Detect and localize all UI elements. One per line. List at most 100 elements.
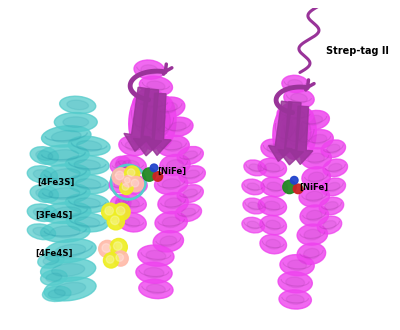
Ellipse shape (291, 93, 307, 103)
Ellipse shape (266, 239, 280, 249)
Ellipse shape (153, 231, 184, 252)
Circle shape (120, 181, 133, 195)
Ellipse shape (146, 105, 162, 135)
Ellipse shape (30, 185, 58, 202)
Circle shape (122, 183, 129, 190)
Text: [NiFe]: [NiFe] (157, 167, 186, 176)
Ellipse shape (129, 89, 156, 146)
Ellipse shape (162, 179, 180, 189)
Circle shape (111, 216, 119, 225)
Ellipse shape (27, 224, 56, 240)
Ellipse shape (299, 186, 330, 207)
Ellipse shape (74, 160, 100, 170)
Circle shape (115, 171, 124, 180)
Polygon shape (133, 89, 162, 156)
Circle shape (127, 169, 135, 177)
Ellipse shape (138, 245, 174, 266)
Ellipse shape (42, 202, 91, 223)
Ellipse shape (325, 202, 338, 211)
Ellipse shape (36, 150, 53, 160)
Circle shape (128, 177, 144, 192)
Ellipse shape (110, 194, 131, 212)
Ellipse shape (167, 160, 183, 170)
Ellipse shape (115, 161, 126, 169)
Ellipse shape (277, 105, 313, 124)
Ellipse shape (319, 197, 344, 215)
Ellipse shape (258, 196, 286, 216)
Ellipse shape (140, 91, 168, 149)
Ellipse shape (247, 183, 260, 191)
Ellipse shape (301, 148, 331, 169)
Ellipse shape (125, 179, 141, 189)
Ellipse shape (285, 110, 305, 119)
Ellipse shape (66, 213, 108, 232)
Circle shape (116, 254, 124, 261)
Ellipse shape (109, 176, 130, 193)
Ellipse shape (279, 117, 293, 143)
Ellipse shape (260, 235, 286, 254)
Text: Strep-tag II: Strep-tag II (326, 46, 388, 55)
Ellipse shape (266, 220, 280, 230)
Ellipse shape (54, 113, 97, 132)
Ellipse shape (33, 170, 52, 180)
Ellipse shape (42, 286, 71, 302)
Ellipse shape (65, 194, 109, 213)
Ellipse shape (280, 255, 314, 276)
Circle shape (114, 242, 122, 250)
Ellipse shape (264, 201, 280, 211)
Ellipse shape (242, 217, 264, 233)
Ellipse shape (27, 204, 58, 221)
Ellipse shape (48, 289, 65, 298)
Ellipse shape (67, 174, 109, 194)
Ellipse shape (162, 217, 180, 227)
Ellipse shape (321, 178, 346, 196)
Ellipse shape (327, 144, 340, 153)
Circle shape (124, 178, 130, 183)
Circle shape (112, 168, 129, 185)
Ellipse shape (261, 139, 288, 158)
Ellipse shape (76, 179, 101, 189)
Ellipse shape (305, 130, 333, 149)
Circle shape (104, 253, 119, 268)
Ellipse shape (286, 277, 304, 288)
Ellipse shape (311, 134, 327, 144)
Ellipse shape (321, 140, 346, 158)
Ellipse shape (139, 280, 173, 299)
Ellipse shape (124, 217, 140, 227)
Ellipse shape (261, 177, 288, 197)
Polygon shape (278, 102, 304, 165)
Ellipse shape (123, 198, 140, 208)
Ellipse shape (33, 208, 52, 217)
Ellipse shape (50, 169, 80, 181)
Ellipse shape (141, 65, 158, 75)
Ellipse shape (308, 172, 324, 183)
Ellipse shape (267, 144, 282, 154)
Ellipse shape (116, 155, 146, 175)
Ellipse shape (75, 217, 100, 228)
Ellipse shape (177, 147, 203, 164)
Ellipse shape (179, 166, 205, 183)
Circle shape (106, 256, 114, 263)
Ellipse shape (146, 250, 166, 261)
Ellipse shape (327, 182, 340, 191)
Ellipse shape (139, 76, 172, 96)
Ellipse shape (52, 207, 81, 218)
Ellipse shape (44, 239, 96, 263)
Ellipse shape (154, 174, 188, 195)
Ellipse shape (243, 198, 265, 214)
Ellipse shape (125, 141, 141, 151)
Circle shape (105, 207, 114, 215)
Ellipse shape (297, 224, 328, 245)
Ellipse shape (181, 208, 196, 217)
Ellipse shape (304, 229, 321, 240)
Ellipse shape (288, 260, 306, 270)
Ellipse shape (119, 136, 147, 156)
Ellipse shape (114, 180, 125, 188)
Ellipse shape (160, 154, 190, 176)
Ellipse shape (44, 277, 96, 301)
Ellipse shape (27, 166, 58, 183)
Ellipse shape (144, 268, 164, 278)
Ellipse shape (247, 221, 260, 229)
Ellipse shape (110, 156, 131, 174)
Ellipse shape (273, 104, 298, 156)
